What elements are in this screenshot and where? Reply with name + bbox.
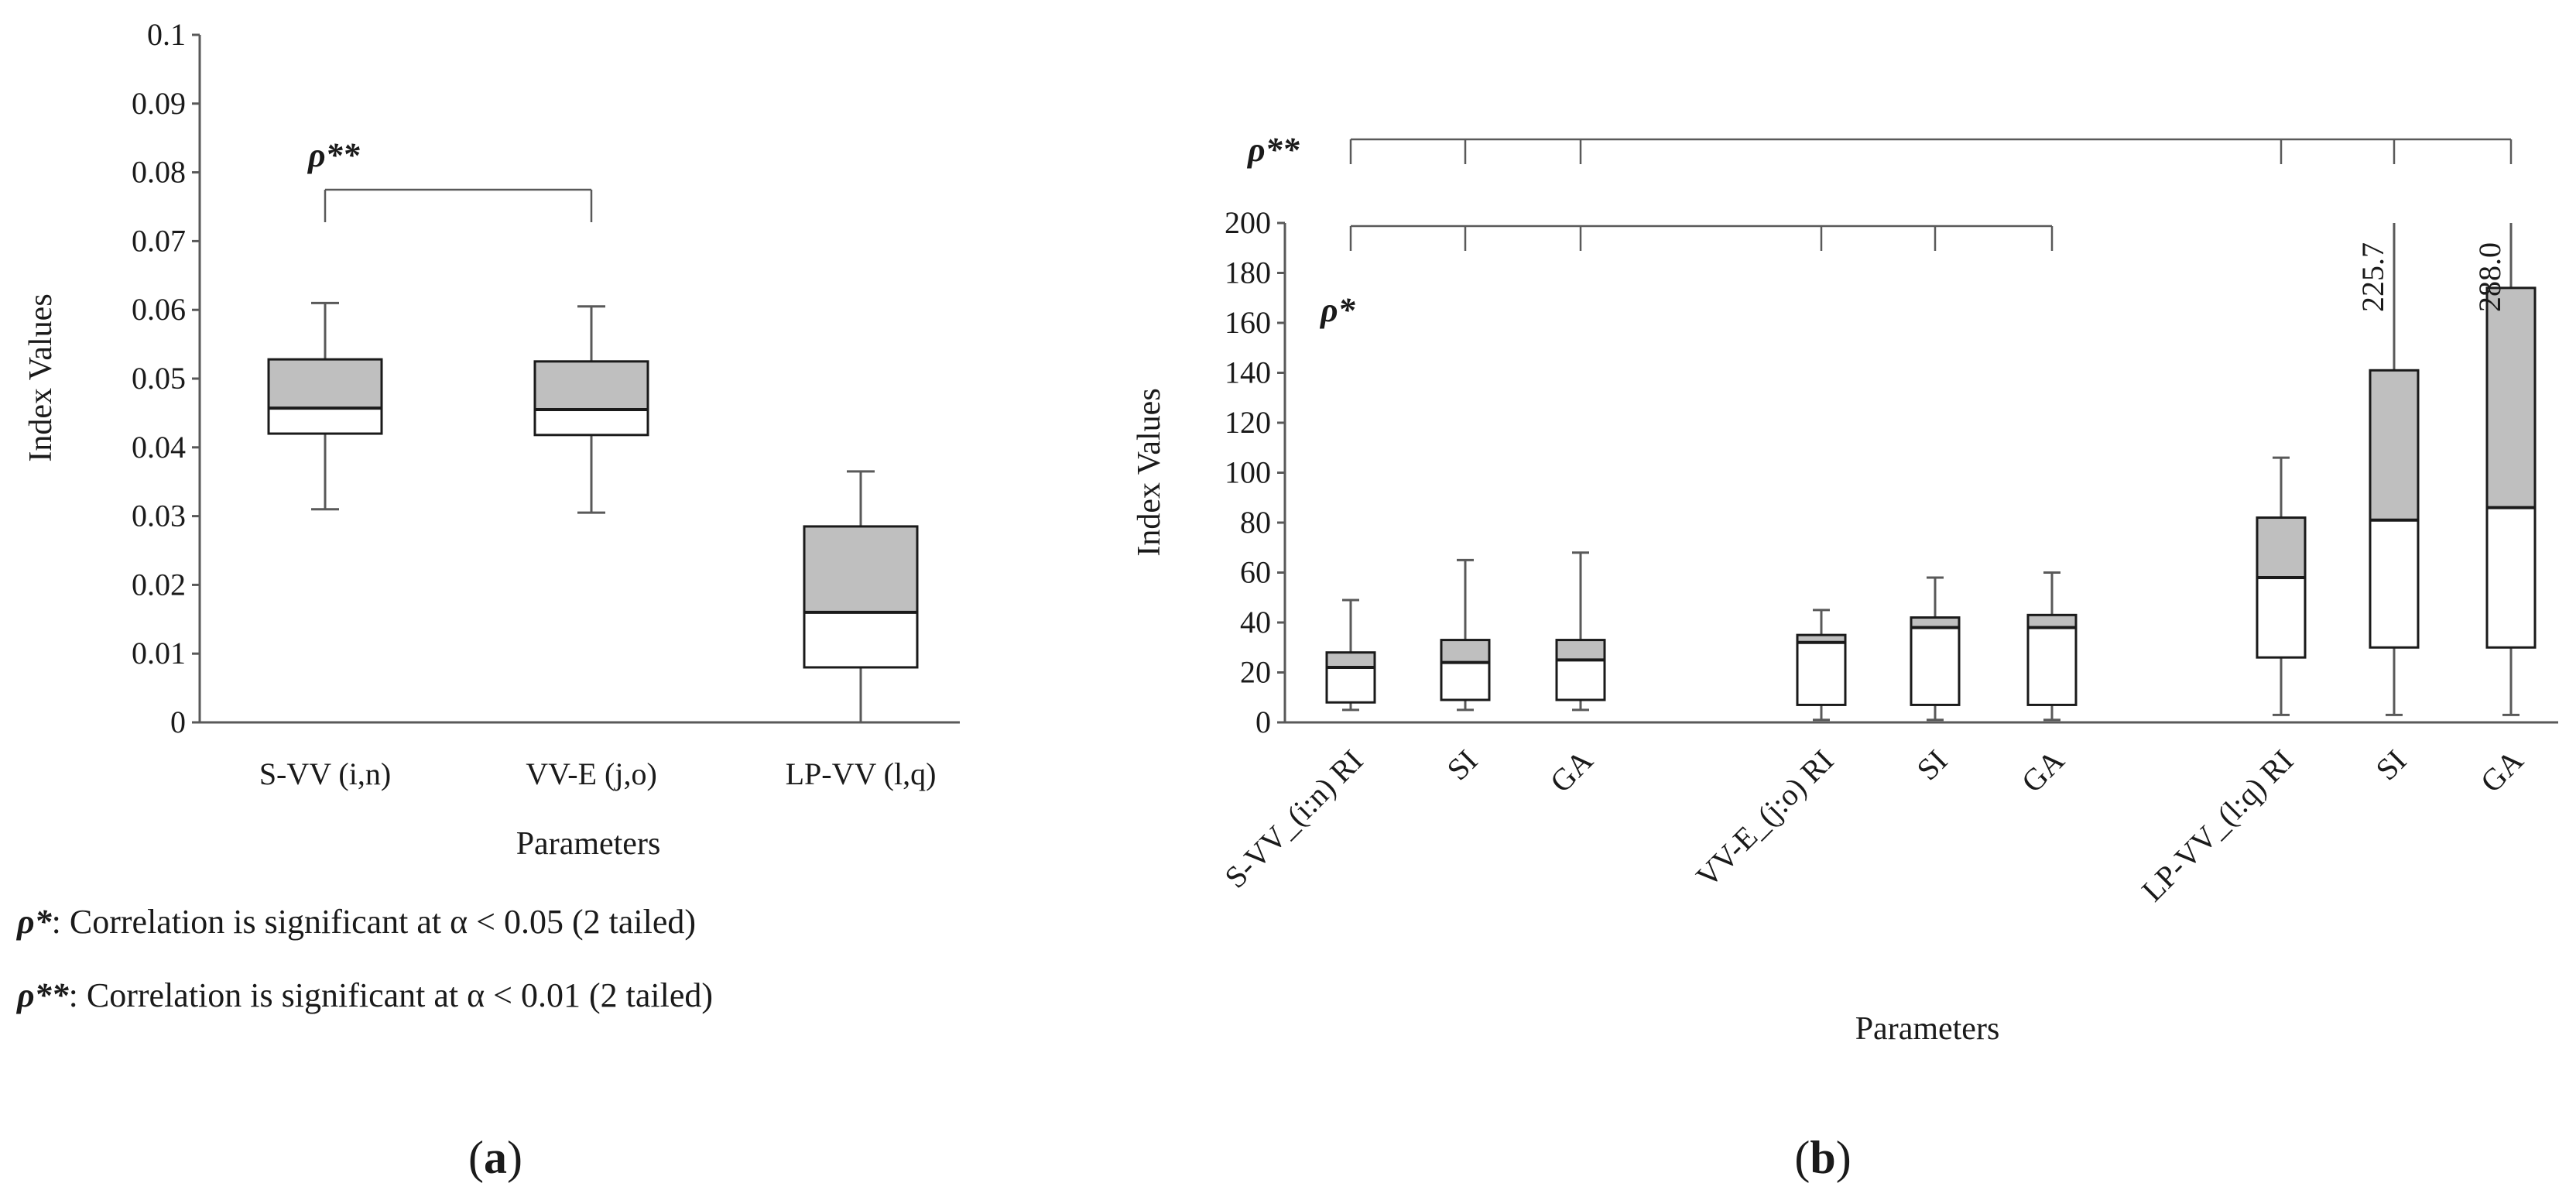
b-lower-box [1910, 626, 1961, 706]
b-lower-box [1555, 658, 1606, 701]
b-lower-box [1440, 661, 1491, 701]
a-y-tick-label: 0 [170, 705, 186, 739]
panel-b-letter: b [1810, 1132, 1835, 1183]
b-box-5 [2026, 571, 2078, 722]
a-upper-box [803, 525, 919, 614]
significance-notes: ρ*: Correlation is significant at α < 0.… [15, 903, 713, 1014]
a-x-tick-label: S-VV (i,n) [259, 756, 391, 791]
b-significance-bracket-1: ρ* [1319, 225, 2054, 329]
panel-b-label: (b) [1794, 1132, 1851, 1183]
b-lower-box [2369, 519, 2420, 649]
a-x-tick-label: VV-E (j,o) [526, 756, 657, 791]
b-box-0 [1325, 598, 1376, 712]
note-rho-01: ρ**: Correlation is significant at α < 0… [15, 976, 713, 1014]
a-y-tick-label: 0.1 [147, 17, 186, 52]
a-y-tick-label: 0.03 [132, 499, 186, 533]
b-y-tick-label: 40 [1240, 605, 1271, 640]
b-box-7: 225.7 [2355, 223, 2420, 716]
b-lower-box [2026, 626, 2078, 706]
b-x-tick-label: S-VV_(i:n) RI [1218, 743, 1369, 895]
panel-b-chart: 0 20 40 60 80 100 120 140 160 180 200 225.7 288.0 S… [1132, 131, 2558, 1047]
b-lower-box [1796, 641, 1847, 706]
b-upper-box [2256, 516, 2307, 579]
b-y-tick-label: 120 [1225, 405, 1271, 440]
b-upper-box [1325, 651, 1376, 669]
b-y-tick-label: 100 [1225, 455, 1271, 490]
note-rho-05-text: : Correlation is significant at α < 0.05… [52, 903, 696, 941]
b-box-1 [1440, 558, 1491, 712]
a-box-1 [533, 305, 649, 514]
note-rho-05-symbol: ρ* [15, 903, 53, 941]
b-max-value-label: 288.0 [2472, 242, 2507, 312]
a-box-0 [267, 301, 383, 511]
b-lower-box [2256, 576, 2307, 659]
panel-b-x-title: Parameters [1855, 1011, 2000, 1047]
panel-a-letter: a [484, 1132, 507, 1183]
panel-a-chart: 0 0.01 0.02 0.03 0.04 0.05 0.06 0.07 0.08 0.09 0.1… [23, 17, 960, 862]
a-y-tick-label: 0.07 [132, 223, 186, 258]
b-lower-box [2485, 506, 2537, 649]
b-y-tick-label: 160 [1225, 305, 1271, 340]
a-upper-box [533, 360, 649, 411]
b-y-tick-label: 20 [1240, 655, 1271, 690]
panel-b-y-title: Index Values [1132, 388, 1167, 556]
b-max-value-label: 225.7 [2355, 242, 2390, 312]
b-x-tick-label: GA [2015, 743, 2071, 799]
b-box-6 [2256, 456, 2307, 716]
b-x-tick-label: LP-VV_(l:q) RI [2135, 743, 2300, 908]
b-y-tick-label: 180 [1225, 256, 1271, 290]
note-rho-01-symbol: ρ** [15, 976, 70, 1014]
a-y-tick-label: 0.02 [132, 567, 186, 602]
a-y-tick-label: 0.05 [132, 361, 186, 396]
a-upper-box [267, 358, 383, 410]
b-upper-box [1440, 639, 1491, 664]
a-y-tick-label: 0.04 [132, 430, 186, 465]
b-y-tick-label: 200 [1225, 205, 1271, 240]
b-y-tick-label: 140 [1225, 355, 1271, 390]
b-x-tick-label: SI [2369, 743, 2413, 787]
a-y-tick-label: 0.01 [132, 636, 186, 671]
b-x-tick-label: VV-E_(j:o) RI [1689, 743, 1840, 894]
b-y-tick-label: 60 [1240, 555, 1271, 590]
a-box-2 [803, 470, 919, 724]
b-x-tick-label: SI [1910, 743, 1954, 787]
b-upper-box [2485, 286, 2537, 509]
b-upper-box [2369, 369, 2420, 522]
a-lower-box [267, 406, 383, 435]
b-x-tick-label: SI [1440, 743, 1484, 787]
b-y-tick-label: 0 [1255, 705, 1271, 739]
b-upper-box [1555, 639, 1606, 661]
a-y-tick-label: 0.06 [132, 292, 186, 327]
b-lower-box [1325, 666, 1376, 704]
b-x-tick-label: GA [1543, 743, 1600, 799]
a-significance-bracket-0: ρ** [307, 136, 593, 222]
b-box-2 [1555, 551, 1606, 712]
b-box-8: 288.0 [2472, 223, 2537, 716]
panel-a-x-title: Parameters [516, 826, 661, 862]
b-upper-box [2026, 613, 2078, 629]
b-y-tick-label: 80 [1240, 505, 1271, 540]
b-x-tick-label: GA [2474, 743, 2530, 799]
a-significance-label: ρ** [307, 136, 361, 174]
b-significance-bracket-0: ρ** [1246, 131, 2513, 169]
b-significance-label: ρ** [1246, 131, 1300, 169]
note-rho-05: ρ*: Correlation is significant at α < 0.… [15, 903, 696, 941]
a-lower-box [803, 611, 919, 669]
a-y-tick-label: 0.09 [132, 86, 186, 121]
b-box-4 [1910, 576, 1961, 722]
panel-a-y-title: Index Values [23, 293, 59, 461]
b-box-3 [1796, 609, 1847, 722]
a-x-tick-label: LP-VV (l,q) [786, 756, 937, 791]
panel-a-label: (a) [468, 1132, 522, 1183]
b-significance-label: ρ* [1319, 291, 1356, 329]
a-lower-box [533, 408, 649, 437]
a-y-tick-label: 0.08 [132, 155, 186, 190]
note-rho-01-text: : Correlation is significant at α < 0.01… [69, 976, 713, 1014]
